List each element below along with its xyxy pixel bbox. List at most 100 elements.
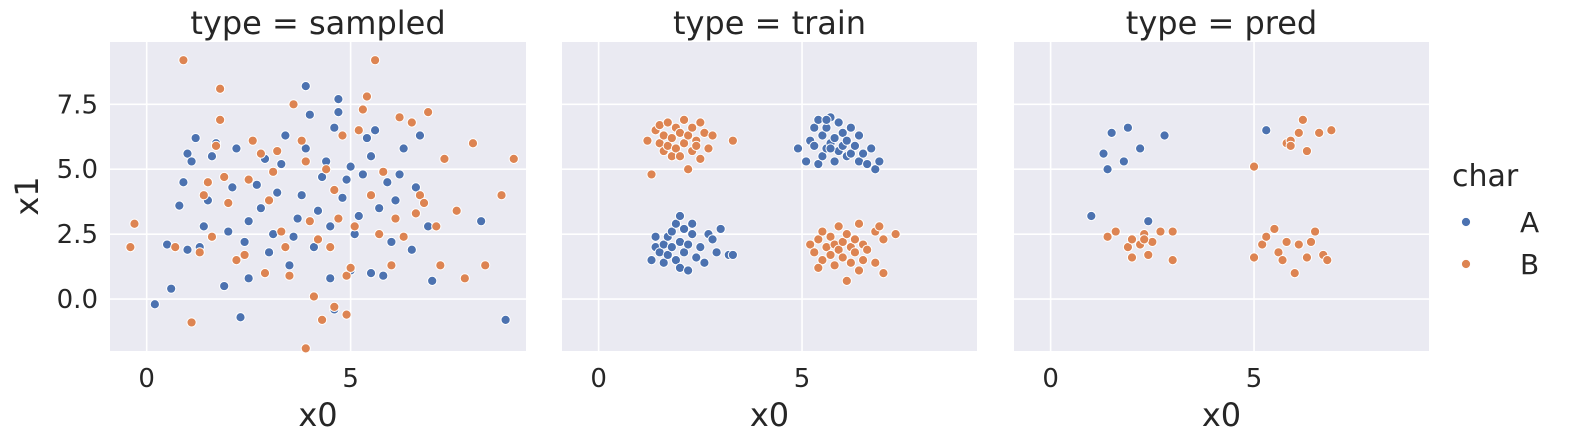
data-point xyxy=(857,255,869,266)
data-point xyxy=(825,143,836,154)
data-point xyxy=(414,130,426,141)
data-point xyxy=(707,130,718,141)
legend-entry-B: B xyxy=(1460,248,1539,281)
data-point xyxy=(365,151,377,162)
data-point xyxy=(276,158,287,170)
data-point xyxy=(1135,143,1146,154)
panel-title: type = train xyxy=(673,4,866,42)
data-point xyxy=(853,130,865,141)
data-point xyxy=(296,190,307,201)
data-point xyxy=(650,231,661,242)
data-point xyxy=(215,114,226,125)
data-point xyxy=(496,190,507,201)
data-point xyxy=(792,143,804,154)
data-point xyxy=(666,242,677,253)
data-point xyxy=(1102,231,1113,242)
data-point xyxy=(284,260,295,271)
data-point xyxy=(809,247,820,258)
data-point xyxy=(1297,114,1308,125)
data-point xyxy=(853,218,865,229)
data-point xyxy=(353,125,364,136)
data-point xyxy=(292,213,303,224)
data-point xyxy=(1167,255,1178,266)
data-point xyxy=(459,273,470,284)
data-point xyxy=(874,156,885,167)
data-point xyxy=(849,247,861,258)
data-point xyxy=(691,140,702,151)
data-point xyxy=(361,132,373,144)
data-point xyxy=(316,171,328,183)
legend-marker xyxy=(1460,258,1472,270)
data-point xyxy=(683,239,694,250)
data-point xyxy=(678,138,690,149)
legend-marker xyxy=(1460,216,1472,228)
data-point xyxy=(870,164,881,175)
data-point xyxy=(1159,130,1170,141)
data-point xyxy=(1098,148,1109,159)
data-point xyxy=(288,99,299,110)
y-tick-label: 5.0 xyxy=(57,155,98,185)
data-point xyxy=(272,187,283,198)
data-point xyxy=(658,257,669,268)
data-point xyxy=(304,109,315,120)
data-point xyxy=(206,151,218,162)
data-point xyxy=(263,247,275,258)
data-point xyxy=(357,169,368,180)
data-point xyxy=(837,252,848,263)
data-point xyxy=(853,265,865,276)
data-point xyxy=(695,117,706,128)
data-point xyxy=(247,135,258,146)
data-point xyxy=(707,234,718,245)
data-point xyxy=(683,265,694,276)
data-point xyxy=(390,195,401,206)
series-B xyxy=(1102,114,1337,279)
data-point xyxy=(369,55,381,66)
data-point xyxy=(699,257,710,268)
data-point xyxy=(210,140,222,151)
data-point xyxy=(300,143,311,154)
data-point xyxy=(837,127,848,138)
data-point xyxy=(691,252,702,263)
data-point xyxy=(259,268,271,279)
x-axis-label: x0 xyxy=(1202,396,1241,434)
x-tick-label: 5 xyxy=(1246,364,1263,394)
data-point xyxy=(825,231,836,242)
data-point xyxy=(829,132,840,144)
data-point xyxy=(374,203,385,214)
data-point xyxy=(833,221,844,232)
x-tick-label: 0 xyxy=(590,364,607,394)
data-point xyxy=(288,231,299,242)
data-point xyxy=(251,179,262,190)
data-point xyxy=(711,247,722,258)
data-point xyxy=(312,205,324,216)
data-point xyxy=(1248,161,1260,172)
data-point xyxy=(325,273,336,284)
data-point xyxy=(276,226,287,237)
data-point xyxy=(174,200,185,211)
data-point xyxy=(1326,125,1337,136)
data-point xyxy=(333,94,344,105)
data-point xyxy=(341,309,352,320)
data-point xyxy=(378,270,389,281)
data-point xyxy=(227,182,238,193)
data-point xyxy=(727,249,738,261)
data-point xyxy=(476,216,487,227)
panel-background xyxy=(562,42,977,351)
data-point xyxy=(817,151,828,162)
data-point xyxy=(678,247,690,258)
data-point xyxy=(410,208,421,219)
data-point xyxy=(678,114,690,125)
data-point xyxy=(1155,226,1166,237)
data-point xyxy=(223,226,234,237)
panel-title: type = pred xyxy=(1126,4,1317,42)
data-point xyxy=(1261,125,1272,136)
data-point xyxy=(809,140,820,151)
data-point xyxy=(439,153,450,164)
data-point xyxy=(1273,247,1284,258)
data-point xyxy=(817,255,828,266)
data-point xyxy=(1143,249,1154,261)
data-point xyxy=(423,107,434,118)
data-point xyxy=(1110,226,1121,237)
data-point xyxy=(215,83,226,94)
